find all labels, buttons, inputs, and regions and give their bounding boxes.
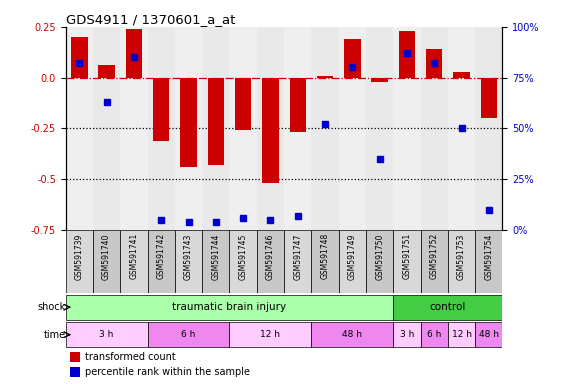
Text: GSM591749: GSM591749 <box>348 233 357 280</box>
Bar <box>481 78 497 118</box>
Bar <box>339 27 366 230</box>
Bar <box>202 27 230 230</box>
Text: time: time <box>43 330 66 340</box>
Bar <box>399 31 415 78</box>
Bar <box>66 230 93 293</box>
Bar <box>311 230 339 293</box>
Bar <box>262 78 279 183</box>
Bar <box>393 322 421 347</box>
Bar <box>317 76 333 78</box>
Bar <box>475 27 502 230</box>
Bar <box>393 230 421 293</box>
Bar <box>339 230 366 293</box>
Bar <box>70 352 79 362</box>
Text: GSM591753: GSM591753 <box>457 233 466 280</box>
Bar <box>284 230 311 293</box>
Text: GSM591744: GSM591744 <box>211 233 220 280</box>
Bar <box>311 27 339 230</box>
Bar <box>371 78 388 82</box>
Bar <box>257 230 284 293</box>
Text: GSM591750: GSM591750 <box>375 233 384 280</box>
Text: GSM591742: GSM591742 <box>156 233 166 280</box>
Bar <box>284 27 311 230</box>
Text: GSM591751: GSM591751 <box>403 233 412 280</box>
Bar <box>453 71 470 78</box>
Bar <box>257 27 284 230</box>
Bar <box>475 230 502 293</box>
Text: GSM591752: GSM591752 <box>430 233 439 280</box>
Text: traumatic brain injury: traumatic brain injury <box>172 302 287 312</box>
Bar <box>202 230 230 293</box>
Bar <box>421 27 448 230</box>
Text: transformed count: transformed count <box>85 352 176 362</box>
Text: 48 h: 48 h <box>343 330 363 339</box>
Text: GSM591741: GSM591741 <box>130 233 138 280</box>
Text: 3 h: 3 h <box>99 330 114 339</box>
Bar <box>235 78 251 131</box>
Bar <box>230 322 311 347</box>
Bar <box>66 27 93 230</box>
Text: GSM591740: GSM591740 <box>102 233 111 280</box>
Text: GSM591739: GSM591739 <box>75 233 84 280</box>
Bar <box>289 78 306 132</box>
Bar <box>366 27 393 230</box>
Text: GSM591748: GSM591748 <box>320 233 329 280</box>
Bar <box>344 39 360 78</box>
Bar <box>421 322 448 347</box>
Text: GSM591754: GSM591754 <box>484 233 493 280</box>
Text: GSM591747: GSM591747 <box>293 233 302 280</box>
Bar <box>448 27 475 230</box>
Bar <box>71 37 87 78</box>
Text: 6 h: 6 h <box>427 330 441 339</box>
Bar <box>475 322 502 347</box>
Text: 6 h: 6 h <box>182 330 196 339</box>
Bar <box>147 27 175 230</box>
Text: percentile rank within the sample: percentile rank within the sample <box>85 367 250 377</box>
Text: GSM591743: GSM591743 <box>184 233 193 280</box>
Text: shock: shock <box>38 302 66 312</box>
Bar <box>448 230 475 293</box>
Bar <box>366 230 393 293</box>
Bar <box>120 27 147 230</box>
Bar <box>70 367 79 377</box>
Bar <box>175 27 202 230</box>
Bar <box>93 27 120 230</box>
Bar <box>230 27 257 230</box>
Bar <box>66 295 393 319</box>
Bar <box>426 49 443 78</box>
Text: 3 h: 3 h <box>400 330 414 339</box>
Bar <box>153 78 170 141</box>
Text: GSM591745: GSM591745 <box>239 233 248 280</box>
Bar <box>311 322 393 347</box>
Text: 12 h: 12 h <box>260 330 280 339</box>
Bar <box>175 230 202 293</box>
Bar <box>421 230 448 293</box>
Bar <box>393 27 421 230</box>
Bar <box>208 78 224 165</box>
Bar <box>393 295 502 319</box>
Text: control: control <box>430 302 466 312</box>
Text: 48 h: 48 h <box>479 330 499 339</box>
Text: 12 h: 12 h <box>452 330 472 339</box>
Bar <box>120 230 147 293</box>
Bar <box>93 230 120 293</box>
Text: GSM591746: GSM591746 <box>266 233 275 280</box>
Bar <box>180 78 196 167</box>
Bar <box>126 29 142 78</box>
Bar <box>230 230 257 293</box>
Text: GDS4911 / 1370601_a_at: GDS4911 / 1370601_a_at <box>66 13 235 26</box>
Bar <box>147 322 230 347</box>
Bar <box>448 322 475 347</box>
Bar <box>98 65 115 78</box>
Bar <box>147 230 175 293</box>
Bar <box>66 322 147 347</box>
